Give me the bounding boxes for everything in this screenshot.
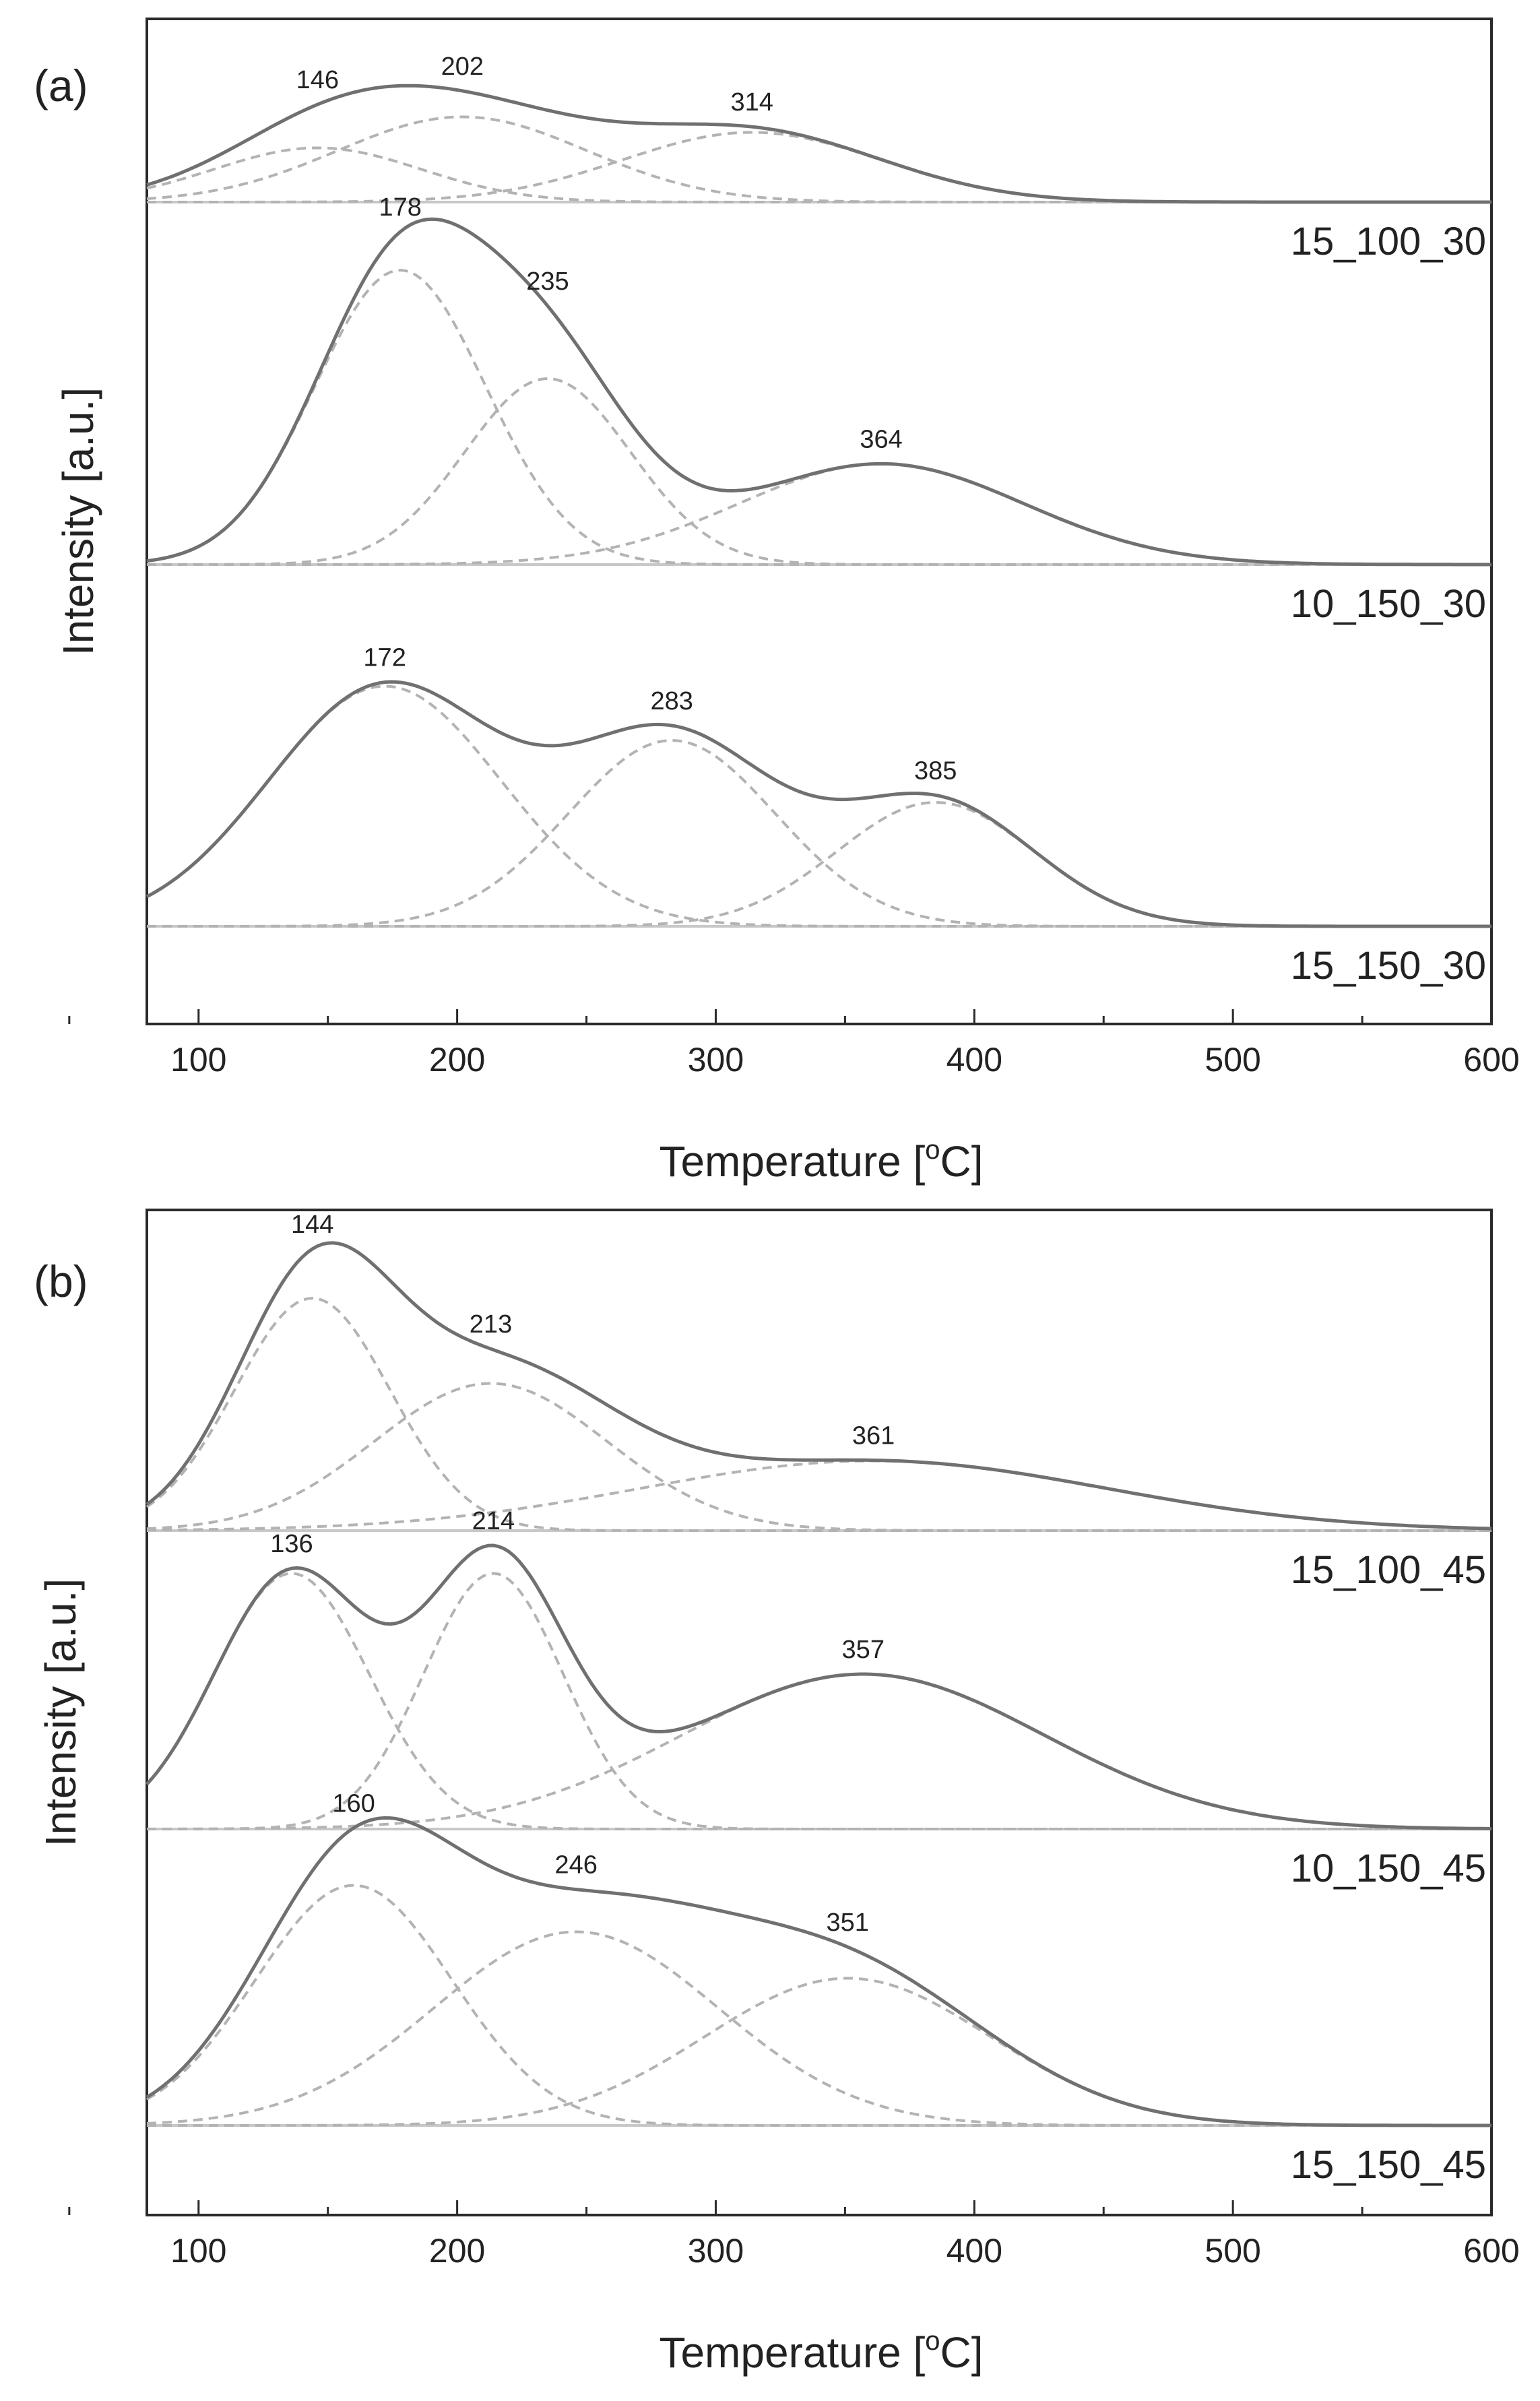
x-axis-unit-close-b: C] xyxy=(940,2328,984,2377)
component-peak-144 xyxy=(146,1296,1491,1532)
y-axis-label-b: Intensity [a.u.] xyxy=(36,1578,85,1847)
peak-label: 246 xyxy=(554,1851,597,1880)
peak-label: 160 xyxy=(332,1789,375,1818)
peak-label: 364 xyxy=(860,425,902,453)
envelope-curve xyxy=(146,1543,1491,1830)
x-axis-unit-open-b: [ xyxy=(913,2328,926,2377)
peak-label: 361 xyxy=(852,1422,895,1450)
plot-frame-a xyxy=(146,18,1493,1025)
peak-label: 214 xyxy=(472,1507,515,1535)
series-15_100_30: 146 202 314 15_100_30 xyxy=(146,53,1491,263)
y-axis-title-b: Intensity [a.u.] xyxy=(36,1578,85,1847)
x-axis-unit-sup-a: o xyxy=(925,1135,940,1165)
x-tick-label: 300 xyxy=(688,2232,744,2270)
y-axis-label-a: Intensity [a.u.] xyxy=(54,387,102,655)
panel-b: (b) Intensity [a.u.] Temperature [oC] 10… xyxy=(34,1209,1520,2377)
x-tick-label: 600 xyxy=(1463,2232,1519,2270)
x-tick-label: 300 xyxy=(688,1041,744,1079)
peak-label: 283 xyxy=(651,687,693,715)
panel-label-b: (b) xyxy=(34,1256,88,1306)
component-peak-351 xyxy=(147,1977,1491,2127)
x-tick-label: 100 xyxy=(170,2232,226,2270)
peak-label: 136 xyxy=(270,1530,313,1558)
peak-label: 213 xyxy=(470,1310,512,1339)
curves-a: 146 202 314 15_100_30 178 235 364 10_150_30 172 2… xyxy=(146,53,1491,988)
component-peak-146 xyxy=(146,146,1491,203)
x-tick-label: 400 xyxy=(947,1041,1002,1079)
envelope-curve xyxy=(146,680,1491,928)
component-peak-178 xyxy=(146,268,1491,566)
x-axis-unit-open-a: [ xyxy=(913,1137,926,1186)
component-peak-283 xyxy=(147,739,1491,928)
peak-label: 235 xyxy=(526,267,569,296)
peak-label: 357 xyxy=(842,1636,885,1664)
panel-a: (a) Intensity [a.u.] Temperature [oC] 10… xyxy=(34,18,1520,1186)
component-peak-136 xyxy=(146,1572,1491,1830)
peak-label: 202 xyxy=(441,53,484,81)
component-peak-361 xyxy=(147,1459,1492,1532)
series-15_100_45: 144 213 361 15_100_45 xyxy=(146,1211,1492,1592)
series-10_150_45: 136 214 357 10_150_45 xyxy=(146,1507,1491,1890)
series-label: 15_100_30 xyxy=(1291,220,1486,263)
peak-label: 172 xyxy=(363,644,406,672)
component-peak-172 xyxy=(146,684,1491,928)
component-peak-160 xyxy=(146,1884,1491,2127)
y-axis-title-a: Intensity [a.u.] xyxy=(54,387,102,655)
peak-label: 146 xyxy=(296,66,339,94)
series-label: 15_150_30 xyxy=(1291,944,1486,988)
series-15_150_30: 172 283 385 15_150_30 xyxy=(146,644,1491,988)
x-axis-title-b: Temperature xyxy=(659,2328,901,2377)
component-peak-314 xyxy=(147,131,1491,203)
peak-label: 178 xyxy=(379,193,421,222)
x-axis-label-b: Temperature [oC] xyxy=(659,2326,983,2377)
x-axis-title-a: Temperature xyxy=(659,1137,901,1186)
series-15_150_45: 160 246 351 15_150_45 xyxy=(146,1789,1491,2187)
peak-label: 351 xyxy=(827,1909,869,1937)
x-axis-label-a: Temperature [oC] xyxy=(659,1135,983,1186)
component-peak-202 xyxy=(146,115,1491,203)
x-tick-label: 200 xyxy=(429,2232,485,2270)
x-axis-unit-close-a: C] xyxy=(940,1137,984,1186)
x-tick-label: 600 xyxy=(1463,1041,1519,1079)
x-ticks-a: 100 200 300 400 500 600 xyxy=(68,1009,1520,1079)
peak-label: 144 xyxy=(291,1211,333,1239)
curves-b: 144 213 361 15_100_45 136 214 357 10_150_45 160 2… xyxy=(146,1211,1492,2187)
component-peak-213 xyxy=(146,1382,1491,1532)
series-label: 10_150_30 xyxy=(1291,582,1486,626)
series-label: 15_150_45 xyxy=(1291,2143,1486,2187)
series-label: 10_150_45 xyxy=(1291,1847,1486,1890)
x-tick-label: 200 xyxy=(429,1041,485,1079)
peak-label: 314 xyxy=(730,88,773,117)
envelope-curve xyxy=(146,1241,1492,1531)
envelope-curve xyxy=(146,1816,1491,2127)
panel-label-a: (a) xyxy=(34,61,88,110)
series-label: 15_100_45 xyxy=(1291,1548,1486,1592)
peak-label: 385 xyxy=(914,757,957,785)
component-peak-364 xyxy=(147,462,1491,566)
x-tick-label: 100 xyxy=(170,1041,226,1079)
x-tick-label: 500 xyxy=(1205,2232,1260,2270)
envelope-curve xyxy=(146,84,1491,204)
x-axis-unit-sup-b: o xyxy=(925,2326,940,2356)
x-tick-label: 400 xyxy=(947,2232,1002,2270)
series-10_150_30: 178 235 364 10_150_30 xyxy=(146,193,1491,626)
plot-frame-b xyxy=(146,1209,1493,2216)
envelope-curve xyxy=(146,217,1491,567)
x-tick-label: 500 xyxy=(1205,1041,1260,1079)
component-peak-246 xyxy=(146,1930,1491,2127)
x-ticks-b: 100 200 300 400 500 600 xyxy=(68,2200,1520,2270)
component-peak-385 xyxy=(147,801,1491,928)
